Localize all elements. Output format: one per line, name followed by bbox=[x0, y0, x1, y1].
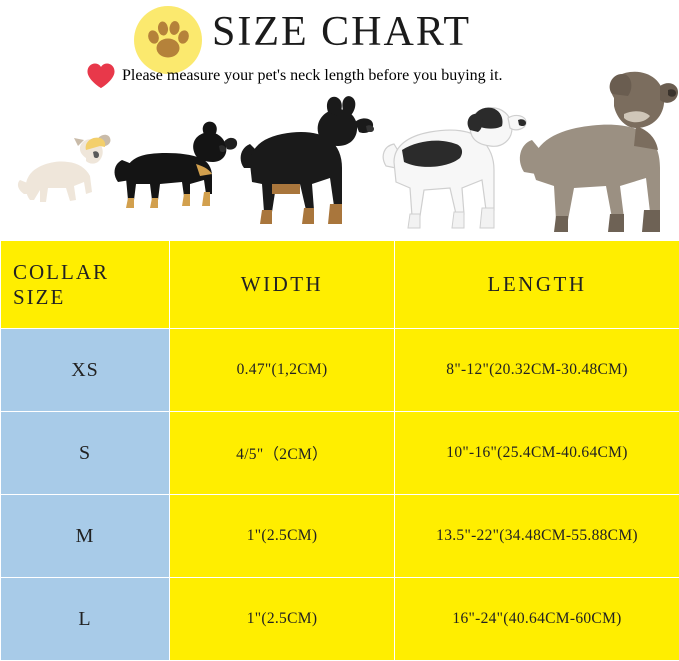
table-row: L 1"(2.5CM) 16"-24"(40.64CM-60CM) bbox=[1, 578, 679, 661]
column-header-collar-size: COLLAR SIZE bbox=[1, 241, 170, 329]
cell-length-s: 10"-16"(25.4CM-40.64CM) bbox=[395, 412, 679, 495]
dog-doberman bbox=[241, 96, 374, 224]
cell-size-l: L bbox=[1, 578, 170, 661]
table-row: S 4/5"（2CM） 10"-16"(25.4CM-40.64CM) bbox=[1, 412, 679, 495]
cell-size-xs: XS bbox=[1, 329, 170, 412]
dog-pointer bbox=[383, 108, 526, 228]
cell-length-l: 16"-24"(40.64CM-60CM) bbox=[395, 578, 679, 661]
table-row: M 1"(2.5CM) 13.5"-22"(34.48CM-55.88CM) bbox=[1, 495, 679, 578]
table-row: XS 0.47"(1,2CM) 8"-12"(20.32CM-30.48CM) bbox=[1, 329, 679, 412]
paw-print-icon bbox=[145, 17, 191, 63]
chart-header: SIZE CHART Please measure your pet's nec… bbox=[0, 0, 679, 240]
page-title: SIZE CHART bbox=[212, 8, 471, 56]
table-header-row: COLLAR SIZE WIDTH LENGTH bbox=[1, 241, 679, 329]
dog-silhouettes-illustration bbox=[0, 60, 679, 235]
dog-wolfhound bbox=[520, 72, 678, 232]
cell-width-s: 4/5"（2CM） bbox=[170, 412, 395, 495]
cell-width-l: 1"(2.5CM) bbox=[170, 578, 395, 661]
column-header-length: LENGTH bbox=[395, 241, 679, 329]
cell-length-xs: 8"-12"(20.32CM-30.48CM) bbox=[395, 329, 679, 412]
dog-small bbox=[18, 135, 111, 202]
cell-length-m: 13.5"-22"(34.48CM-55.88CM) bbox=[395, 495, 679, 578]
cell-width-m: 1"(2.5CM) bbox=[170, 495, 395, 578]
cell-width-xs: 0.47"(1,2CM) bbox=[170, 329, 395, 412]
cell-size-m: M bbox=[1, 495, 170, 578]
dog-dachshund bbox=[115, 122, 238, 208]
column-header-width: WIDTH bbox=[170, 241, 395, 329]
cell-size-s: S bbox=[1, 412, 170, 495]
size-chart-table: COLLAR SIZE WIDTH LENGTH XS 0.47"(1,2CM)… bbox=[0, 240, 679, 661]
